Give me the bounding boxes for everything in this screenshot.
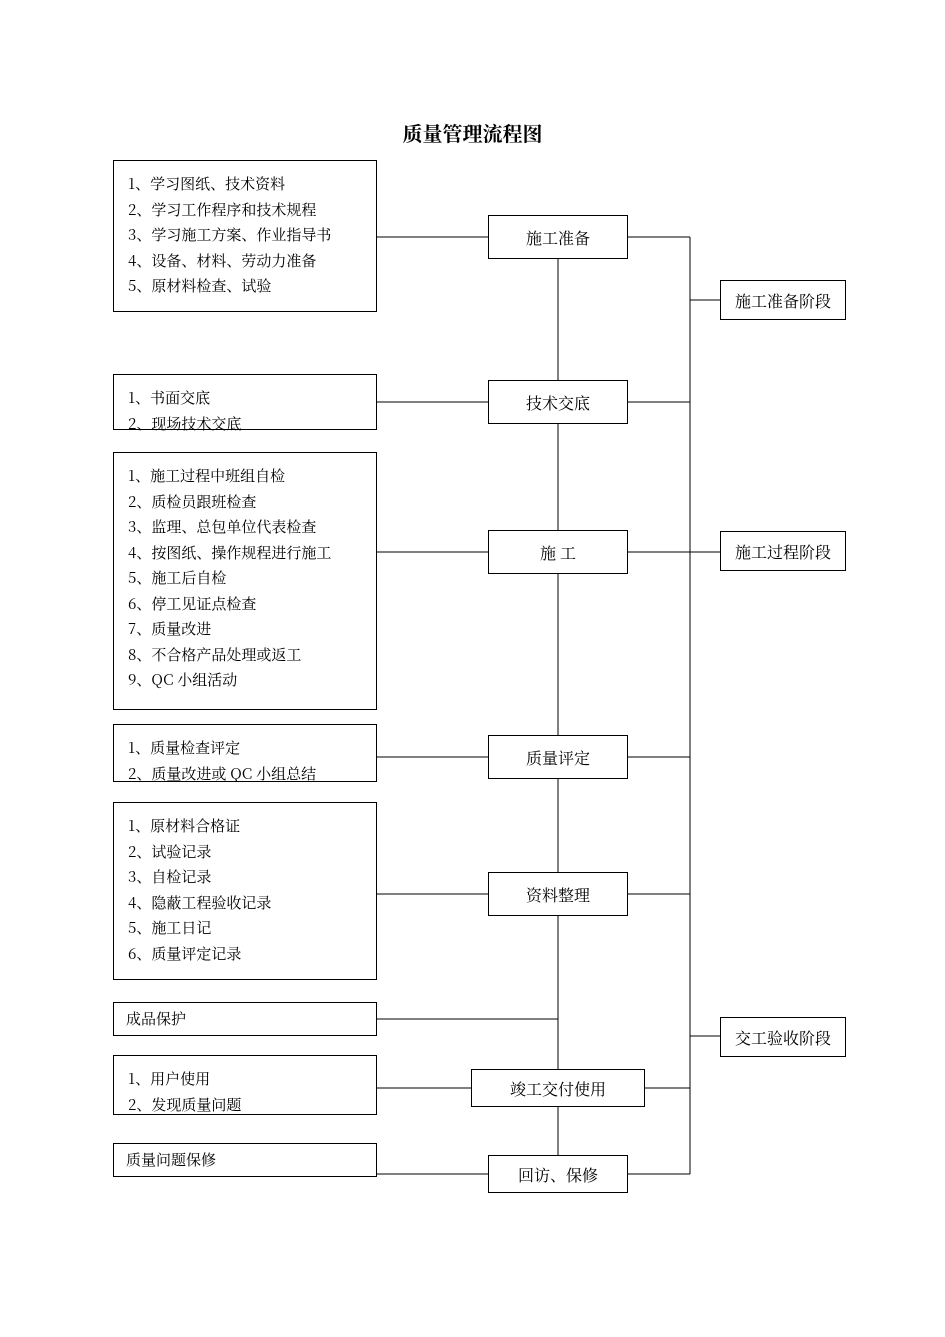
detail-line: 6、停工见证点检查	[128, 591, 362, 617]
phase-label: 施工准备阶段	[735, 289, 831, 312]
node-revisit-warranty: 回访、保修	[488, 1155, 628, 1193]
detail-line: 1、书面交底	[128, 385, 362, 411]
detail-line: 4、设备、材料、劳动力准备	[128, 248, 362, 274]
phase-preparation: 施工准备阶段	[720, 280, 846, 320]
detail-line: 1、学习图纸、技术资料	[128, 171, 362, 197]
details-construction: 1、施工过程中班组自检2、质检员跟班检查3、监理、总包单位代表检查4、按图纸、操…	[113, 452, 377, 710]
detail-text: 成品保护	[126, 1006, 186, 1032]
phase-label: 交工验收阶段	[735, 1026, 831, 1049]
detail-line: 4、隐蔽工程验收记录	[128, 890, 362, 916]
node-label: 竣工交付使用	[510, 1077, 606, 1100]
node-label: 资料整理	[526, 883, 590, 906]
node-completion-delivery: 竣工交付使用	[471, 1069, 645, 1107]
detail-line: 4、按图纸、操作规程进行施工	[128, 540, 362, 566]
node-preparation: 施工准备	[488, 215, 628, 259]
detail-line: 2、发现质量问题	[128, 1092, 362, 1118]
diagram-stage: 质量管理流程图 施工准备 技术交底 施 工 质量评定 资料整理 竣工交付使用 回…	[0, 0, 945, 1337]
detail-line: 9、QC 小组活动	[128, 667, 362, 693]
details-user-use: 1、用户使用2、发现质量问题	[113, 1055, 377, 1115]
detail-line: 1、原材料合格证	[128, 813, 362, 839]
detail-line: 3、学习施工方案、作业指导书	[128, 222, 362, 248]
phase-process: 施工过程阶段	[720, 531, 846, 571]
node-quality-eval: 质量评定	[488, 735, 628, 779]
phase-acceptance: 交工验收阶段	[720, 1017, 846, 1057]
details-quality-eval: 1、质量检查评定2、质量改进或 QC 小组总结	[113, 724, 377, 782]
detail-line: 7、质量改进	[128, 616, 362, 642]
detail-line: 2、质检员跟班检查	[128, 489, 362, 515]
phase-label: 施工过程阶段	[735, 540, 831, 563]
details-disclosure: 1、书面交底2、现场技术交底	[113, 374, 377, 430]
detail-line: 3、监理、总包单位代表检查	[128, 514, 362, 540]
details-data-collation: 1、原材料合格证2、试验记录3、自检记录4、隐蔽工程验收记录5、施工日记6、质量…	[113, 802, 377, 980]
diagram-title: 质量管理流程图	[0, 118, 945, 147]
node-label: 回访、保修	[518, 1163, 598, 1186]
detail-line: 5、施工日记	[128, 915, 362, 941]
node-data-collation: 资料整理	[488, 872, 628, 916]
detail-line: 3、自检记录	[128, 864, 362, 890]
details-warranty: 质量问题保修	[113, 1143, 377, 1177]
detail-line: 5、施工后自检	[128, 565, 362, 591]
detail-line: 5、原材料检查、试验	[128, 273, 362, 299]
detail-line: 1、质量检查评定	[128, 735, 362, 761]
detail-line: 2、质量改进或 QC 小组总结	[128, 761, 362, 787]
detail-line: 2、学习工作程序和技术规程	[128, 197, 362, 223]
detail-line: 2、现场技术交底	[128, 411, 362, 437]
node-label: 技术交底	[526, 391, 590, 414]
node-construction: 施 工	[488, 530, 628, 574]
node-label: 施 工	[540, 541, 576, 564]
detail-line: 1、用户使用	[128, 1066, 362, 1092]
node-label: 质量评定	[526, 746, 590, 769]
detail-text: 质量问题保修	[126, 1147, 216, 1173]
node-tech-disclosure: 技术交底	[488, 380, 628, 424]
detail-line: 6、质量评定记录	[128, 941, 362, 967]
detail-line: 8、不合格产品处理或返工	[128, 642, 362, 668]
node-label: 施工准备	[526, 226, 590, 249]
detail-line: 1、施工过程中班组自检	[128, 463, 362, 489]
detail-line: 2、试验记录	[128, 839, 362, 865]
details-product-protect: 成品保护	[113, 1002, 377, 1036]
details-preparation: 1、学习图纸、技术资料2、学习工作程序和技术规程3、学习施工方案、作业指导书4、…	[113, 160, 377, 312]
